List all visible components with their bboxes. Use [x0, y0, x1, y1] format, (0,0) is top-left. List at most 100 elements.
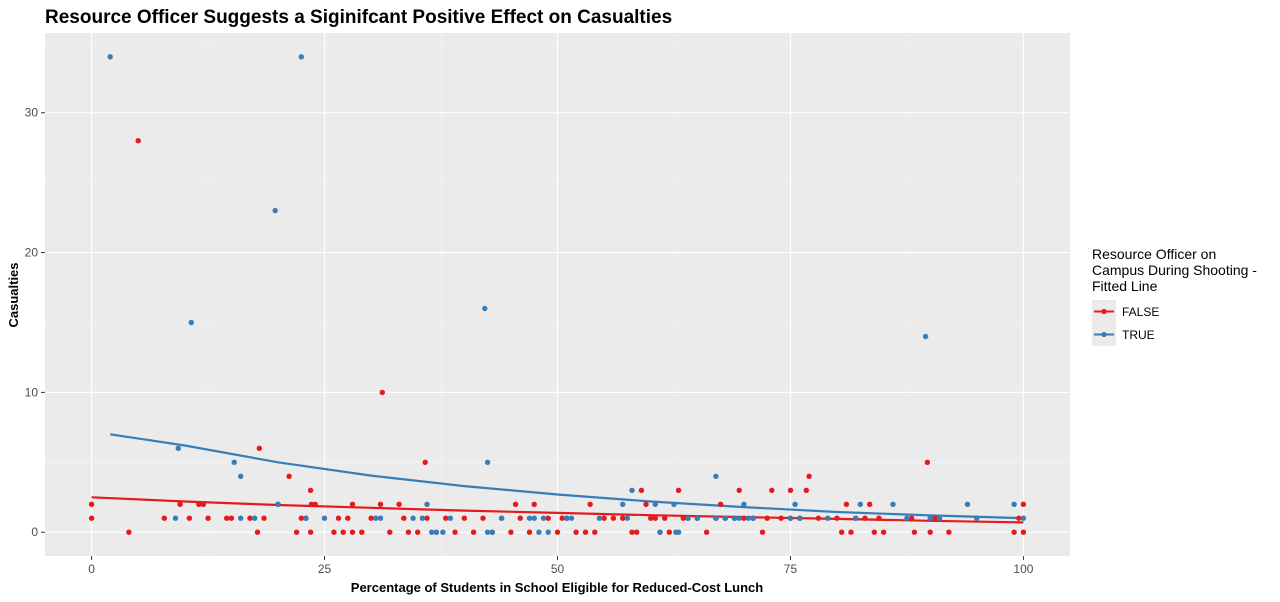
point-false — [415, 529, 421, 535]
point-false — [405, 529, 412, 535]
y-tick-label: 10 — [25, 385, 39, 399]
point-true — [175, 445, 181, 451]
point-false — [876, 515, 882, 521]
point-false — [867, 501, 873, 507]
point-false — [88, 501, 95, 507]
point-false — [161, 515, 167, 521]
point-true — [231, 459, 237, 465]
point-true — [629, 487, 635, 493]
point-false — [911, 529, 918, 535]
point-true — [440, 529, 446, 535]
point-false — [778, 515, 784, 521]
point-false — [680, 515, 686, 521]
point-false — [401, 515, 407, 521]
point-true — [792, 501, 798, 507]
point-false — [1020, 501, 1027, 507]
point-true — [275, 501, 281, 507]
point-false — [396, 501, 402, 507]
point-false — [205, 515, 211, 521]
point-false — [254, 529, 261, 535]
point-true — [545, 529, 551, 535]
point-true — [298, 54, 304, 60]
point-false — [1016, 515, 1022, 521]
point-true — [974, 515, 980, 521]
point-false — [587, 501, 593, 507]
point-true — [596, 515, 603, 521]
point-true — [498, 515, 505, 521]
point-true — [853, 515, 859, 521]
point-false — [126, 529, 132, 535]
point-false — [307, 487, 314, 493]
point-false — [736, 487, 742, 493]
point-false — [177, 501, 183, 507]
point-false — [526, 529, 533, 535]
point-false — [293, 529, 300, 535]
fitted-line-false — [91, 496, 1024, 524]
data-points — [88, 54, 1027, 535]
point-false — [803, 487, 809, 493]
point-true — [303, 515, 309, 521]
point-true — [964, 501, 971, 507]
point-false — [512, 501, 519, 507]
point-false — [927, 529, 933, 535]
point-true — [531, 515, 537, 521]
legend-key-false-point — [1101, 308, 1107, 315]
point-false — [815, 515, 822, 521]
point-false — [368, 515, 374, 521]
point-true — [750, 515, 756, 521]
point-false — [196, 501, 202, 507]
point-false — [545, 515, 551, 521]
point-true — [675, 529, 682, 535]
point-false — [634, 529, 640, 535]
point-true — [713, 473, 719, 479]
point-false — [769, 487, 775, 493]
point-false — [871, 529, 877, 535]
point-false — [349, 501, 356, 507]
point-false — [601, 515, 607, 521]
point-true — [429, 529, 435, 535]
point-true — [188, 319, 194, 326]
point-true — [172, 515, 179, 521]
legend-title-line-3: Fitted Line — [1092, 278, 1158, 294]
point-false — [648, 515, 654, 521]
plot-panel — [45, 33, 1070, 556]
point-false — [759, 529, 766, 535]
point-true — [540, 515, 547, 521]
x-tick-label: 25 — [318, 562, 332, 576]
point-false — [638, 487, 645, 493]
point-false — [387, 529, 393, 535]
point-false — [666, 529, 672, 535]
legend-label-true: TRUE — [1122, 328, 1155, 342]
x-tick-label: 0 — [88, 562, 95, 576]
point-false — [573, 529, 579, 535]
point-false — [224, 515, 230, 521]
point-false — [592, 529, 598, 535]
point-false — [422, 459, 428, 465]
point-false — [839, 529, 845, 535]
point-false — [764, 515, 770, 521]
point-true — [1020, 515, 1027, 521]
point-false — [517, 515, 523, 521]
fitted-lines — [91, 433, 1024, 524]
point-true — [671, 501, 677, 507]
point-false — [834, 515, 840, 521]
point-true — [857, 501, 863, 507]
fitted-line-true — [110, 433, 1024, 520]
point-false — [261, 515, 267, 521]
x-axis-title: Percentage of Students in School Eligibl… — [351, 580, 763, 595]
point-false — [787, 487, 794, 493]
point-false — [335, 515, 342, 521]
point-false — [843, 501, 850, 507]
point-true — [1011, 501, 1017, 507]
y-tick-label: 30 — [25, 106, 39, 120]
point-false — [88, 515, 95, 521]
point-true — [736, 515, 742, 521]
point-true — [620, 501, 626, 507]
point-true — [484, 529, 491, 535]
x-tick-label: 75 — [784, 562, 798, 576]
point-true — [936, 515, 943, 521]
point-false — [308, 501, 315, 507]
x-axis: 0 25 50 75 100 — [88, 556, 1034, 576]
point-true — [904, 515, 910, 521]
point-true — [787, 515, 794, 521]
